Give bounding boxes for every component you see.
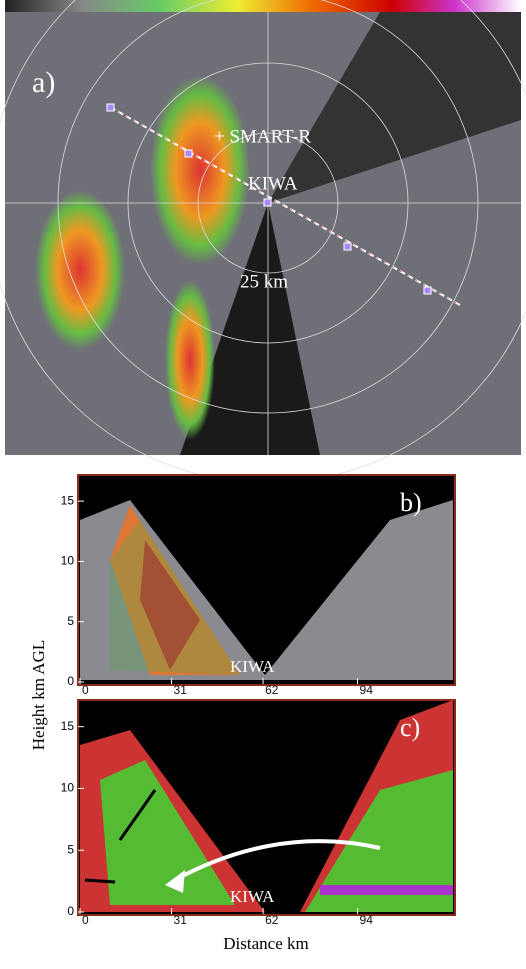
y-tick-label: 0 [67,674,74,688]
y-tick-label: 5 [67,614,74,628]
x-tick-label: 94 [360,683,374,697]
panel-label: b) [400,488,422,517]
y-tick-label: 5 [67,842,74,856]
panel-label: c) [400,713,420,742]
site-label: KIWA [230,657,275,676]
site-label: + SMART-R [214,126,311,147]
site-label: KIWA [248,173,298,194]
color-bar [5,0,521,12]
y-tick-label: 15 [61,719,75,733]
site-label: KIWA [230,887,275,906]
figure: a) + SMART-R KIWA 25 km b) KIWA c) KIWA … [0,0,526,964]
x-axis-label: Distance km [223,934,308,953]
panel-b: b) KIWA [78,475,455,685]
x-tick-label: 31 [174,913,188,927]
panel-label: a) [32,66,55,99]
x-tick-label: 62 [265,683,279,697]
x-tick-label: 0 [82,683,89,697]
panel-a: a) + SMART-R KIWA 25 km [0,0,526,483]
x-tick-label: 0 [82,913,89,927]
x-tick-label: 31 [174,683,188,697]
range-label: 25 km [240,271,288,292]
y-tick-label: 15 [61,493,75,507]
y-tick-label: 0 [67,904,74,918]
x-tick-label: 62 [265,913,279,927]
y-tick-label: 10 [61,554,75,568]
panel-c: c) KIWA [78,700,455,915]
x-tick-label: 94 [360,913,374,927]
y-tick-label: 10 [61,781,75,795]
y-axis-label: Height km AGL [29,640,48,751]
